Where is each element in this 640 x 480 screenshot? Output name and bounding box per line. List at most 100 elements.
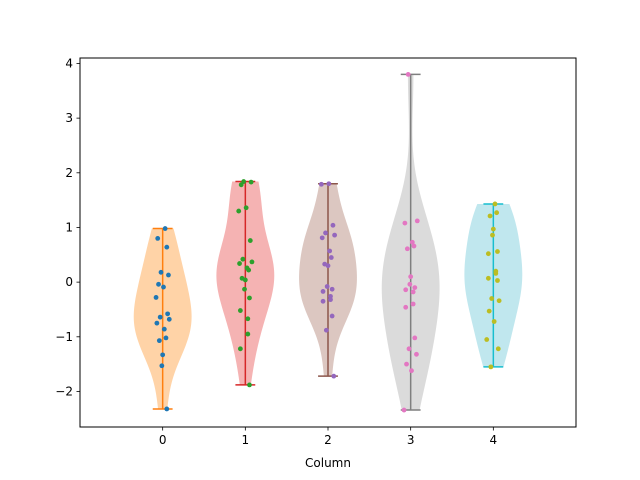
data-point-1 — [247, 295, 252, 301]
x-tick-label: 0 — [159, 433, 167, 447]
data-point-4 — [491, 319, 497, 324]
data-point-3 — [404, 246, 410, 252]
data-point-0 — [161, 326, 167, 332]
data-point-0 — [153, 295, 159, 300]
data-point-2 — [320, 289, 326, 294]
y-tick-label: 1 — [65, 220, 73, 234]
data-point-1 — [237, 261, 242, 266]
data-point-1 — [246, 267, 252, 273]
data-point-1 — [247, 382, 252, 388]
data-point-1 — [238, 182, 244, 188]
x-axis-label: Column — [305, 456, 351, 470]
data-point-3 — [406, 346, 412, 352]
data-point-1 — [237, 308, 243, 313]
data-point-2 — [325, 263, 331, 269]
data-point-1 — [242, 277, 248, 283]
data-point-1 — [241, 179, 247, 184]
data-point-3 — [410, 289, 416, 295]
data-point-2 — [329, 286, 335, 292]
data-point-0 — [162, 226, 168, 231]
data-point-1 — [248, 179, 254, 185]
y-tick-label: −1 — [55, 330, 73, 344]
data-point-2 — [327, 248, 333, 254]
data-point-3 — [407, 281, 413, 287]
y-tick-label: −2 — [55, 384, 73, 398]
data-point-3 — [401, 407, 407, 413]
data-point-0 — [165, 311, 171, 317]
data-point-2 — [320, 298, 326, 304]
data-point-2 — [323, 230, 328, 236]
data-point-0 — [160, 352, 166, 358]
data-point-4 — [486, 308, 492, 314]
data-point-0 — [156, 281, 161, 287]
y-tick-label: 3 — [65, 111, 73, 125]
data-point-3 — [409, 239, 415, 245]
data-point-2 — [328, 297, 333, 303]
data-point-3 — [411, 243, 417, 249]
data-point-2 — [318, 181, 324, 187]
data-point-4 — [496, 298, 502, 304]
data-point-1 — [240, 256, 246, 262]
data-point-1 — [237, 346, 243, 352]
data-point-0 — [166, 316, 172, 322]
data-point-1 — [242, 286, 247, 292]
y-tick-label: 2 — [65, 166, 73, 180]
data-point-3 — [414, 218, 420, 224]
data-point-2 — [328, 255, 334, 260]
data-point-1 — [245, 316, 251, 322]
data-point-3 — [414, 351, 419, 357]
axes: 0 1 2 3 4 −2 −1 0 1 2 3 4 — [55, 56, 497, 447]
data-point-0 — [157, 314, 163, 320]
x-tick-label: 3 — [407, 433, 415, 447]
data-point-4 — [492, 201, 498, 207]
data-point-0 — [156, 338, 162, 344]
data-point-2 — [324, 284, 330, 289]
data-point-0 — [158, 269, 164, 275]
data-point-2 — [331, 373, 337, 379]
data-point-3 — [409, 368, 414, 374]
y-tick-label: 0 — [65, 275, 73, 289]
data-point-1 — [245, 331, 251, 337]
data-point-2 — [330, 222, 336, 228]
data-point-4 — [490, 232, 495, 238]
data-point-3 — [403, 304, 409, 310]
data-point-0 — [164, 244, 170, 250]
data-point-4 — [494, 210, 500, 216]
data-point-0 — [163, 335, 169, 341]
data-point-0 — [164, 406, 170, 412]
data-point-3 — [412, 285, 418, 290]
data-point-3 — [402, 220, 408, 226]
data-point-4 — [493, 270, 499, 276]
data-point-2 — [332, 232, 338, 238]
data-point-3 — [405, 72, 411, 77]
data-point-2 — [326, 181, 332, 187]
data-point-4 — [495, 278, 500, 283]
plot-area — [133, 72, 523, 413]
x-tick-label: 4 — [490, 433, 498, 447]
data-point-4 — [490, 226, 496, 232]
data-point-4 — [485, 275, 491, 281]
data-point-4 — [488, 364, 494, 370]
data-point-2 — [328, 293, 333, 299]
data-point-4 — [487, 213, 493, 219]
data-point-3 — [410, 301, 416, 307]
data-point-3 — [408, 274, 414, 280]
data-point-0 — [155, 236, 161, 241]
x-tick-label: 2 — [324, 433, 332, 447]
data-point-3 — [404, 361, 409, 367]
data-point-0 — [166, 272, 171, 278]
data-point-1 — [247, 238, 253, 243]
data-point-1 — [236, 208, 242, 214]
data-point-4 — [489, 296, 495, 301]
data-point-2 — [319, 235, 325, 241]
y-tick-label: 4 — [65, 56, 73, 70]
data-point-4 — [495, 346, 501, 352]
data-point-1 — [243, 205, 249, 211]
data-point-0 — [161, 284, 166, 290]
data-point-4 — [485, 251, 491, 257]
data-point-0 — [159, 363, 165, 369]
data-point-2 — [323, 327, 329, 333]
data-point-2 — [329, 313, 335, 319]
data-point-3 — [412, 335, 418, 341]
